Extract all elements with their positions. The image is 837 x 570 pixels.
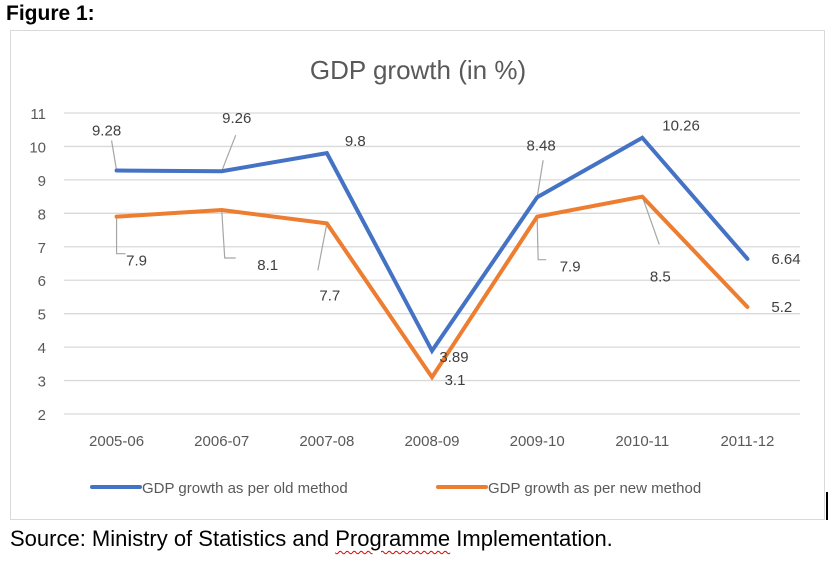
x-tick-label: 2006-07 — [194, 433, 249, 450]
y-tick-label: 6 — [38, 273, 46, 290]
source-note: Source: Ministry of Statistics and Progr… — [10, 526, 613, 552]
x-tick-label: 2010-11 — [615, 433, 669, 450]
chart-title: GDP growth (in %) — [310, 55, 526, 85]
leader-line — [536, 216, 547, 261]
leader-line — [110, 140, 118, 171]
y-tick-label: 5 — [38, 307, 46, 324]
data-label: 7.9 — [560, 259, 581, 276]
chart-frame — [10, 30, 825, 520]
legend-item: GDP growth as per new method — [436, 480, 701, 497]
x-axis-ticks: 2005-06 2006-07 2007-08 2008-09 2009-10 2010-… — [89, 433, 774, 450]
leader-line — [536, 160, 544, 198]
y-tick-label: 9 — [38, 173, 46, 190]
data-label: 8.5 — [650, 269, 671, 286]
label-leader-lines — [110, 134, 660, 271]
data-label: 5.2 — [771, 299, 792, 316]
y-tick-label: 11 — [30, 106, 46, 123]
x-tick-label: 2009-10 — [510, 433, 565, 450]
y-tick-label: 4 — [38, 340, 46, 357]
text-cursor — [826, 492, 828, 520]
x-tick-label: 2008-09 — [404, 433, 459, 450]
data-label: 7.9 — [126, 253, 147, 270]
y-tick-label: 8 — [38, 206, 46, 223]
series-line-old-method — [114, 135, 750, 355]
x-tick-label: 2007-08 — [299, 433, 354, 450]
spellcheck-word: Programme — [335, 526, 451, 551]
leader-line — [115, 216, 126, 255]
y-tick-label: 7 — [38, 240, 46, 257]
y-tick-label: 2 — [38, 407, 46, 424]
x-tick-label: 2005-06 — [89, 433, 144, 450]
data-label: 7.7 — [319, 287, 340, 304]
data-label: 6.64 — [771, 251, 800, 268]
data-labels: 9.28 9.26 9.8 3.89 8.48 10.26 6.64 7.9 8.1 7.7 3.1… — [92, 110, 801, 389]
leader-line — [317, 223, 328, 271]
legend-label: GDP growth as per new method — [488, 480, 701, 497]
data-label: 3.89 — [439, 349, 468, 366]
leader-line — [641, 196, 660, 245]
data-label: 8.1 — [257, 257, 278, 274]
data-label: 8.48 — [527, 137, 556, 154]
data-label: 3.1 — [445, 372, 466, 389]
figure-label: Figure 1: — [6, 2, 95, 25]
data-label: 9.8 — [345, 133, 366, 150]
series-line-new-method — [114, 194, 750, 381]
x-tick-label: 2011-12 — [720, 433, 774, 450]
legend-label: GDP growth as per old method — [142, 480, 348, 497]
y-tick-label: 3 — [38, 374, 46, 391]
data-label: 9.28 — [92, 123, 121, 140]
data-label: 10.26 — [662, 118, 700, 135]
y-tick-label: 10 — [29, 139, 46, 156]
data-label: 9.26 — [222, 110, 251, 127]
source-suffix: Implementation. — [450, 526, 613, 551]
source-prefix: Source: Ministry of Statistics and — [10, 526, 336, 551]
legend-item: GDP growth as per old method — [90, 480, 348, 497]
y-axis-ticks: 2 3 4 5 6 7 8 9 10 11 — [29, 106, 46, 424]
gridlines — [64, 112, 800, 415]
series-lines — [114, 135, 750, 381]
leader-line — [221, 209, 236, 259]
legend: GDP growth as per old method GDP growth a… — [90, 480, 701, 497]
leader-line — [221, 134, 237, 172]
